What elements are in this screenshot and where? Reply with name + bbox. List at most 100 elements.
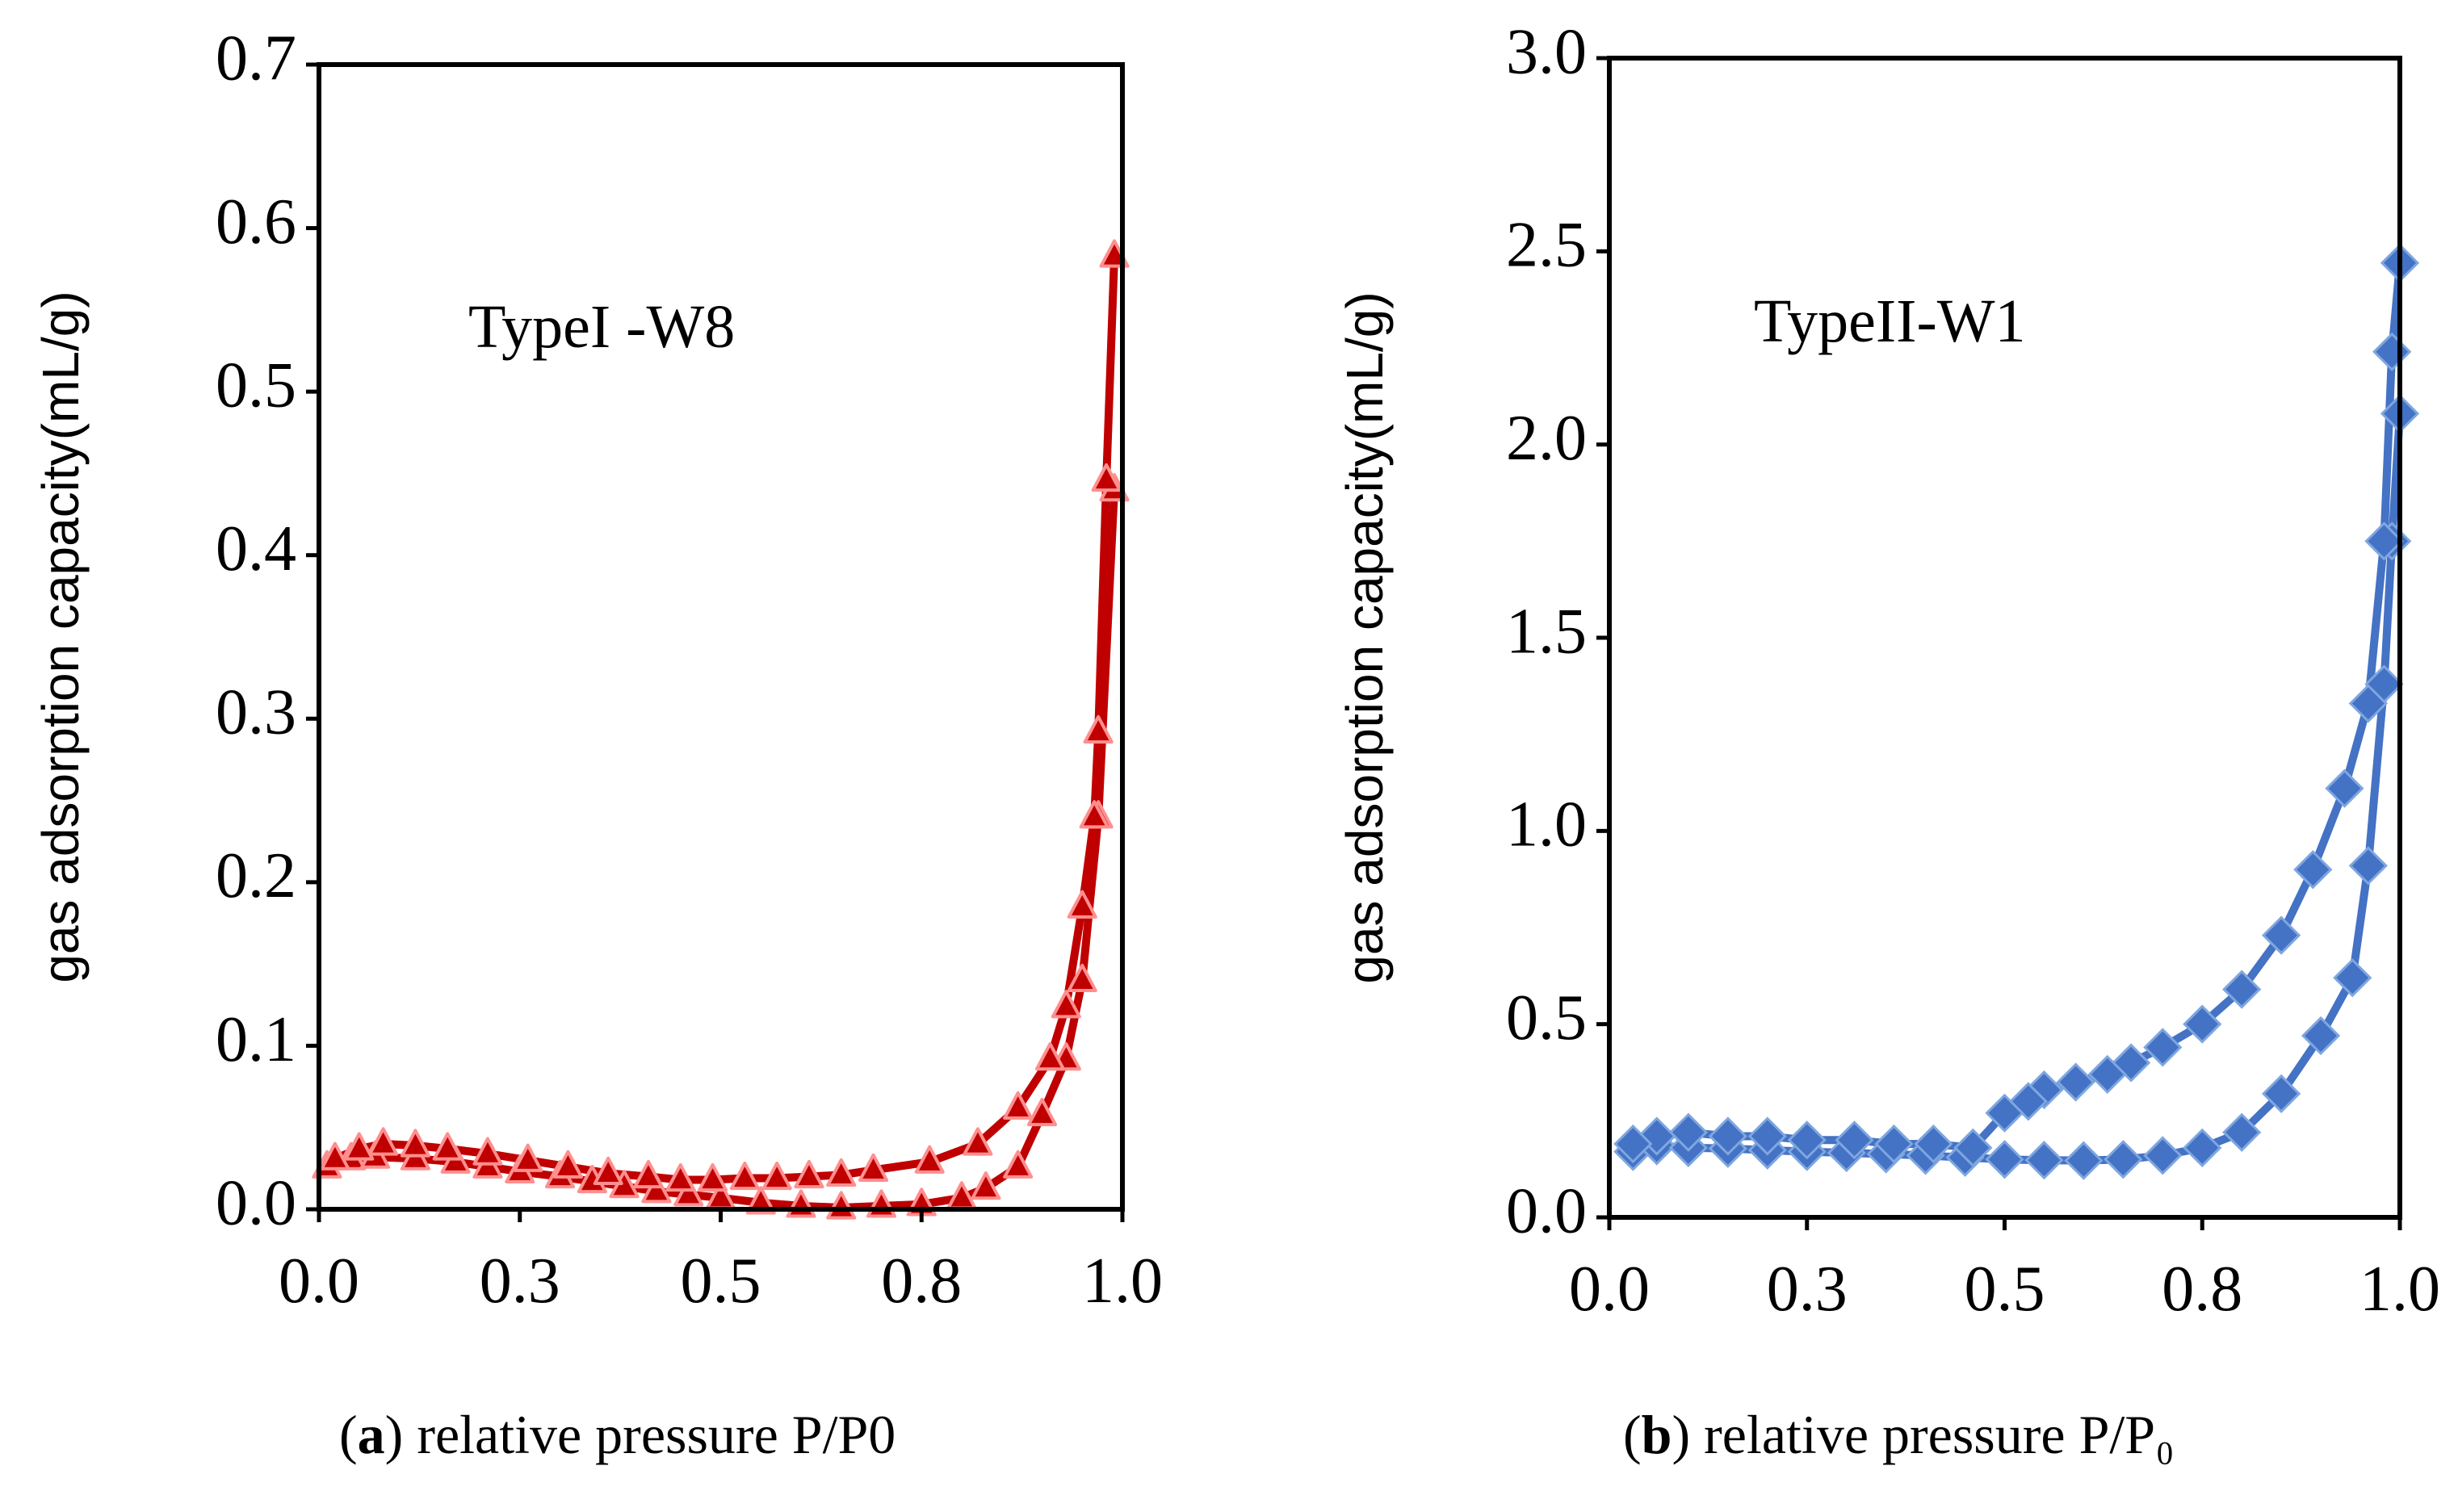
data-point-desorption <box>1747 1116 1787 1156</box>
data-point-desorption <box>826 1158 857 1187</box>
data-point-desorption <box>1708 1116 1747 1156</box>
data-point-desorption <box>344 1132 375 1161</box>
data-point-adsorption <box>2064 1141 2104 1180</box>
data-point-adsorption <box>2024 1141 2064 1180</box>
y-axis-label: gas adsorption capacity(mL/g) <box>31 291 90 982</box>
y-tick-label: 2.0 <box>1506 403 1587 474</box>
x-tick-label: 0.3 <box>480 1246 560 1317</box>
data-point-desorption <box>729 1161 760 1191</box>
y-tick-label: 2.5 <box>1506 210 1587 281</box>
data-point-adsorption <box>2104 1140 2143 1179</box>
y-axis-label: gas adsorption capacity(mL/g) <box>1336 291 1394 983</box>
data-point-desorption <box>320 1141 350 1171</box>
data-point-desorption <box>552 1150 583 1179</box>
data-point-desorption <box>2348 684 2388 723</box>
data-point-desorption <box>1914 1124 1953 1164</box>
data-point-desorption <box>963 1127 993 1156</box>
data-point-desorption <box>472 1137 503 1166</box>
data-point-adsorption <box>1026 1097 1058 1127</box>
data-point-desorption <box>2262 915 2301 955</box>
data-point-desorption <box>1985 1093 2024 1133</box>
chart-annotation: TypeI -W8 <box>468 293 735 361</box>
data-point-adsorption <box>673 1178 704 1207</box>
y-tick-label: 0.5 <box>1506 982 1587 1053</box>
y-tick-label: 0.0 <box>216 1167 296 1238</box>
data-point-desorption <box>1003 1091 1034 1120</box>
data-point-desorption <box>2183 1004 2222 1044</box>
data-point-desorption <box>1079 800 1109 829</box>
data-point-adsorption <box>745 1186 776 1215</box>
data-point-adsorption <box>2301 1016 2341 1056</box>
data-point-desorption <box>794 1159 824 1189</box>
chart-a: 0.0 0.1 0.2 0.3 0.4 0.5 0.6 0.7 0.0 0.3 0.5 0.8 1.0 g… <box>31 23 1163 1465</box>
data-point-desorption <box>593 1156 623 1186</box>
series-line-adsorption <box>322 485 1118 1212</box>
data-point-desorption <box>1067 890 1097 919</box>
data-point-desorption <box>2293 850 2333 890</box>
y-tick-label: 0.1 <box>216 1004 296 1075</box>
data-point-desorption <box>2372 332 2412 371</box>
caption-letter: b <box>1642 1404 1672 1465</box>
data-point-desorption <box>513 1143 543 1172</box>
chart-b: 0.0 0.5 1.0 1.5 2.0 2.5 3.0 0.0 0.3 0.5 0.8 1.0 gas … <box>1336 16 2440 1465</box>
y-tick-label: 0.6 <box>216 186 296 258</box>
series-line-desorption <box>1629 258 2404 1152</box>
data-point-adsorption <box>971 1171 1001 1200</box>
series-line-desorption <box>330 252 1118 1184</box>
y-tick-label: 3.0 <box>1506 16 1587 87</box>
plot-frame <box>317 62 1125 1212</box>
data-point-desorption <box>2222 970 2262 1009</box>
data-point-desorption <box>432 1132 463 1161</box>
data-point-adsorption <box>2183 1128 2222 1167</box>
data-point-adsorption <box>1985 1140 2024 1179</box>
data-point-adsorption <box>1003 1150 1034 1179</box>
data-point-adsorption <box>2348 846 2388 886</box>
data-point-desorption <box>665 1162 696 1192</box>
x-tick-label: 0.5 <box>681 1246 761 1317</box>
x-axis-caption: (b) relative pressure P/P₀ <box>1623 1404 2175 1465</box>
y-tick-label: 0.4 <box>216 513 296 584</box>
x-axis-caption: (a) relative pressure P/P0 <box>339 1404 896 1465</box>
plot-frame <box>1607 56 2402 1220</box>
data-point-desorption <box>698 1162 728 1192</box>
data-point-desorption <box>858 1153 889 1182</box>
data-point-desorption <box>2087 1054 2127 1095</box>
data-point-desorption <box>1613 1124 1653 1164</box>
x-axis-label: relative pressure P/P0 <box>417 1404 896 1465</box>
x-tick-label: 0.8 <box>2162 1254 2242 1325</box>
y-tick-label: 0.5 <box>216 350 296 421</box>
y-tick-label: 1.0 <box>1506 790 1587 861</box>
chart-annotation: TypeII-W1 <box>1754 287 2026 355</box>
data-point-desorption <box>2325 769 2364 808</box>
x-tick-label: 0.5 <box>1965 1254 2045 1325</box>
y-tick-label: 0.2 <box>216 840 296 911</box>
caption-letter: a <box>358 1404 385 1465</box>
data-point-desorption <box>761 1161 792 1191</box>
x-tick-label: 1.0 <box>1082 1246 1163 1317</box>
data-point-desorption <box>1083 714 1114 744</box>
data-point-desorption <box>1874 1124 1914 1164</box>
data-point-adsorption <box>2222 1112 2262 1152</box>
data-point-adsorption <box>2333 958 2372 998</box>
data-point-desorption <box>2364 521 2404 561</box>
data-point-desorption <box>914 1145 945 1174</box>
x-tick-label: 0.3 <box>1767 1254 1848 1325</box>
data-point-desorption <box>633 1159 664 1189</box>
x-tick-label: 1.0 <box>2359 1254 2440 1325</box>
data-point-desorption <box>1953 1128 1993 1167</box>
data-point-desorption <box>2143 1028 2183 1067</box>
data-point-desorption <box>368 1127 399 1156</box>
y-tick-label: 0.7 <box>216 23 296 94</box>
data-point-desorption <box>2056 1062 2095 1102</box>
data-point-adsorption <box>1067 963 1097 992</box>
data-point-desorption <box>1051 990 1081 1019</box>
data-point-desorption <box>1668 1112 1709 1152</box>
y-tick-label: 0.3 <box>216 677 296 748</box>
x-tick-label: 0.8 <box>881 1246 962 1317</box>
data-point-adsorption <box>2262 1074 2301 1113</box>
x-axis-label: relative pressure P/P₀ <box>1704 1404 2175 1465</box>
data-point-adsorption <box>2143 1136 2183 1175</box>
data-point-desorption <box>1034 1042 1065 1071</box>
y-tick-label: 1.5 <box>1506 596 1587 667</box>
